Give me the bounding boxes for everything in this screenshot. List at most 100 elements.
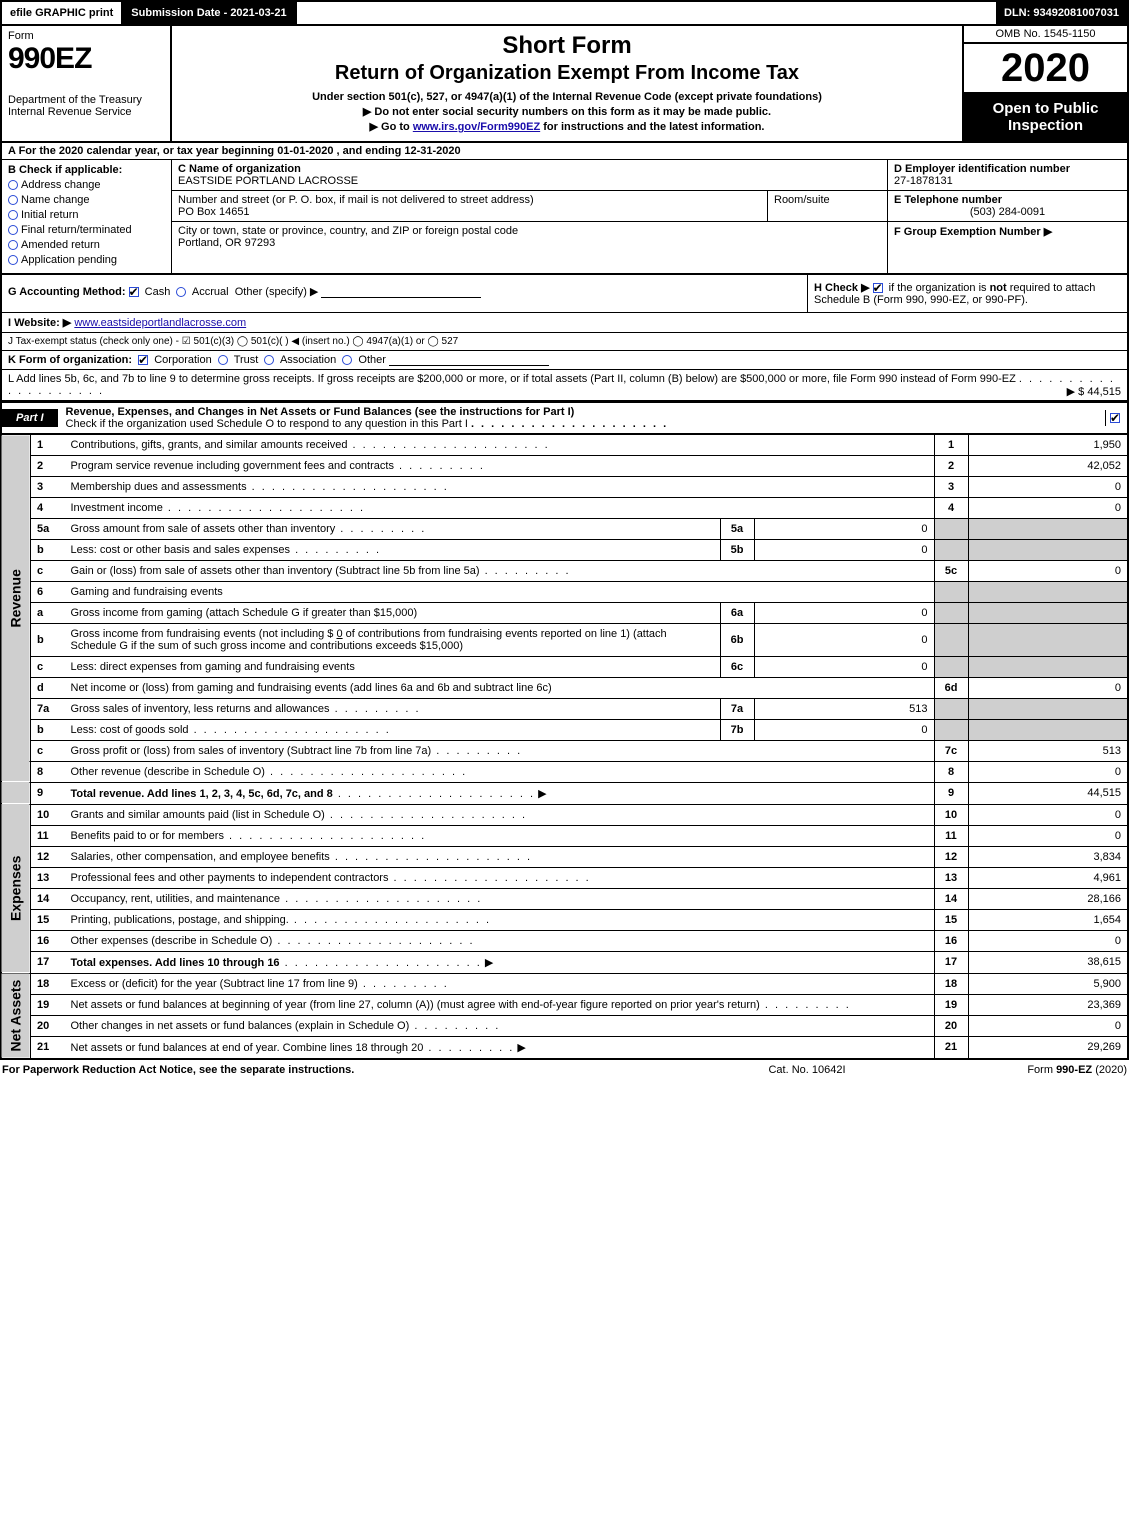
subtitle-section: Under section 501(c), 527, or 4947(a)(1)…	[180, 91, 954, 103]
dept-irs: Internal Revenue Service	[8, 106, 164, 118]
other-org-line[interactable]	[389, 354, 549, 366]
top-bar: efile GRAPHIC print Submission Date - 20…	[0, 0, 1129, 26]
city-label: City or town, state or province, country…	[178, 225, 881, 237]
dln-label: DLN: 93492081007031	[996, 2, 1127, 24]
chk-association[interactable]	[264, 355, 274, 365]
row-15: 15 Printing, publications, postage, and …	[1, 909, 1128, 930]
row-5b: b Less: cost or other basis and sales ex…	[1, 539, 1128, 560]
row-6c: c Less: direct expenses from gaming and …	[1, 656, 1128, 677]
chk-name-change[interactable]: Name change	[8, 194, 165, 206]
chk-accrual[interactable]	[176, 287, 186, 297]
row-6d: d Net income or (loss) from gaming and f…	[1, 677, 1128, 698]
row-11: 11 Benefits paid to or for members 11 0	[1, 825, 1128, 846]
row-9: 9 Total revenue. Add lines 1, 2, 3, 4, 5…	[1, 782, 1128, 804]
chk-cash[interactable]	[129, 287, 139, 297]
irs-link[interactable]: www.irs.gov/Form990EZ	[413, 121, 540, 133]
row-5c: c Gain or (loss) from sale of assets oth…	[1, 560, 1128, 581]
chk-address-change[interactable]: Address change	[8, 179, 165, 191]
dept-treasury: Department of the Treasury	[8, 94, 164, 106]
city-value: Portland, OR 97293	[178, 237, 881, 249]
chk-trust[interactable]	[218, 355, 228, 365]
row-3: 3 Membership dues and assessments 3 0	[1, 476, 1128, 497]
l-text: L Add lines 5b, 6c, and 7b to line 9 to …	[8, 373, 1016, 385]
chk-other-org[interactable]	[342, 355, 352, 365]
subtitle-goto: ▶ Go to www.irs.gov/Form990EZ for instru…	[180, 120, 954, 133]
cell-phone: E Telephone number (503) 284-0091	[888, 191, 1127, 222]
row-19: 19 Net assets or fund balances at beginn…	[1, 994, 1128, 1015]
side-net-assets: Net Assets	[1, 973, 31, 1059]
row-20: 20 Other changes in net assets or fund b…	[1, 1015, 1128, 1036]
row-1: Revenue 1 Contributions, gifts, grants, …	[1, 435, 1128, 456]
part1-sub: Check if the organization used Schedule …	[66, 418, 468, 430]
row-6a: a Gross income from gaming (attach Sched…	[1, 602, 1128, 623]
side-expenses: Expenses	[1, 804, 31, 973]
cell-group-exemption: F Group Exemption Number ▶	[888, 222, 1127, 241]
part1-dots	[471, 418, 668, 430]
row-l-gross-receipts: L Add lines 5b, 6c, and 7b to line 9 to …	[0, 370, 1129, 402]
title-return: Return of Organization Exempt From Incom…	[180, 62, 954, 85]
chk-amended-return[interactable]: Amended return	[8, 239, 165, 251]
part1-endbox[interactable]	[1105, 410, 1127, 426]
g-label: G Accounting Method:	[8, 286, 126, 298]
omb-number: OMB No. 1545-1150	[964, 26, 1127, 44]
block-bcdef: B Check if applicable: Address change Na…	[0, 160, 1129, 275]
row-j-tax-exempt: J Tax-exempt status (check only one) - ☑…	[0, 333, 1129, 351]
topbar-spacer	[297, 2, 996, 24]
form-number: 990EZ	[8, 42, 164, 76]
cell-city: City or town, state or province, country…	[172, 222, 887, 252]
row-4: 4 Investment income 4 0	[1, 497, 1128, 518]
i-label: I Website: ▶	[8, 317, 71, 329]
c-label: C Name of organization	[178, 163, 301, 175]
footer-right: Form 990-EZ (2020)	[927, 1064, 1127, 1076]
row-21: 21 Net assets or fund balances at end of…	[1, 1036, 1128, 1059]
row-2: 2 Program service revenue including gove…	[1, 455, 1128, 476]
header-left: Form 990EZ Department of the Treasury In…	[2, 26, 172, 141]
submission-date: Submission Date - 2021-03-21	[123, 2, 296, 24]
row-12: 12 Salaries, other compensation, and emp…	[1, 846, 1128, 867]
h-pre: H Check ▶	[814, 282, 870, 294]
chk-final-return[interactable]: Final return/terminated	[8, 224, 165, 236]
e-label: E Telephone number	[894, 194, 1002, 206]
goto-pre: ▶ Go to	[370, 121, 413, 133]
row-5a: 5a Gross amount from sale of assets othe…	[1, 518, 1128, 539]
row-16: 16 Other expenses (describe in Schedule …	[1, 930, 1128, 951]
row-6: 6 Gaming and fundraising events	[1, 581, 1128, 602]
goto-post: for instructions and the latest informat…	[543, 121, 764, 133]
chk-corporation[interactable]	[138, 355, 148, 365]
part1-title: Revenue, Expenses, and Changes in Net As…	[58, 403, 1105, 433]
title-short-form: Short Form	[180, 32, 954, 60]
cell-street: Number and street (or P. O. box, if mail…	[172, 191, 887, 222]
row-7b: b Less: cost of goods sold 7b 0	[1, 719, 1128, 740]
other-specify-line[interactable]	[321, 286, 481, 298]
cell-org-name: C Name of organization EASTSIDE PORTLAND…	[172, 160, 887, 191]
website-link[interactable]: www.eastsideportlandlacrosse.com	[74, 317, 246, 329]
row-a-tax-year: A For the 2020 calendar year, or tax yea…	[0, 143, 1129, 160]
subtitle-ssn-warning: ▶ Do not enter social security numbers o…	[180, 105, 954, 118]
street-label: Number and street (or P. O. box, if mail…	[178, 194, 761, 206]
tax-year: 2020	[964, 44, 1127, 94]
chk-application-pending[interactable]: Application pending	[8, 254, 165, 266]
part1-pill: Part I	[2, 409, 58, 427]
org-name: EASTSIDE PORTLAND LACROSSE	[178, 175, 881, 187]
chk-initial-return[interactable]: Initial return	[8, 209, 165, 221]
page-footer: For Paperwork Reduction Act Notice, see …	[0, 1060, 1129, 1080]
row-h-schedule-b: H Check ▶ if the organization is not req…	[807, 275, 1127, 312]
k-label: K Form of organization:	[8, 354, 132, 366]
row-gh: G Accounting Method: Cash Accrual Other …	[0, 275, 1129, 313]
side-revenue: Revenue	[1, 435, 31, 762]
row-13: 13 Professional fees and other payments …	[1, 867, 1128, 888]
form-word: Form	[8, 30, 164, 42]
cell-ein: D Employer identification number 27-1878…	[888, 160, 1127, 191]
f-label: F Group Exemption Number ▶	[894, 226, 1052, 238]
row-10: Expenses 10 Grants and similar amounts p…	[1, 804, 1128, 825]
row-18: Net Assets 18 Excess or (deficit) for th…	[1, 973, 1128, 994]
d-label: D Employer identification number	[894, 163, 1070, 175]
h-not: not	[990, 282, 1007, 294]
col-def: D Employer identification number 27-1878…	[887, 160, 1127, 273]
efile-label[interactable]: efile GRAPHIC print	[2, 2, 123, 24]
footer-left: For Paperwork Reduction Act Notice, see …	[2, 1064, 687, 1076]
form-header: Form 990EZ Department of the Treasury In…	[0, 26, 1129, 143]
chk-schedule-b[interactable]	[873, 283, 883, 293]
footer-center: Cat. No. 10642I	[687, 1064, 927, 1076]
col-b-title: B Check if applicable:	[8, 164, 165, 176]
